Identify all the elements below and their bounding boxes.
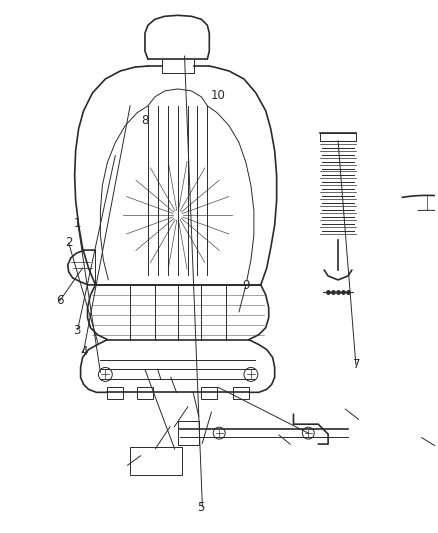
Text: 9: 9 <box>243 279 250 292</box>
Bar <box>107 387 123 399</box>
Bar <box>130 447 182 475</box>
Circle shape <box>213 427 225 439</box>
Bar <box>320 133 356 141</box>
Text: 1: 1 <box>74 216 81 230</box>
Text: 5: 5 <box>197 501 205 514</box>
Circle shape <box>99 367 112 382</box>
Circle shape <box>302 427 314 439</box>
Circle shape <box>244 367 258 382</box>
Text: 4: 4 <box>80 345 88 358</box>
Text: 2: 2 <box>65 236 72 249</box>
Text: 6: 6 <box>56 294 64 308</box>
Text: 10: 10 <box>211 89 226 102</box>
Bar <box>233 387 249 399</box>
Text: 8: 8 <box>141 114 148 127</box>
Bar <box>178 421 199 445</box>
Bar <box>201 387 217 399</box>
Text: 3: 3 <box>74 324 81 337</box>
Bar <box>137 387 153 399</box>
Text: 7: 7 <box>353 358 361 371</box>
